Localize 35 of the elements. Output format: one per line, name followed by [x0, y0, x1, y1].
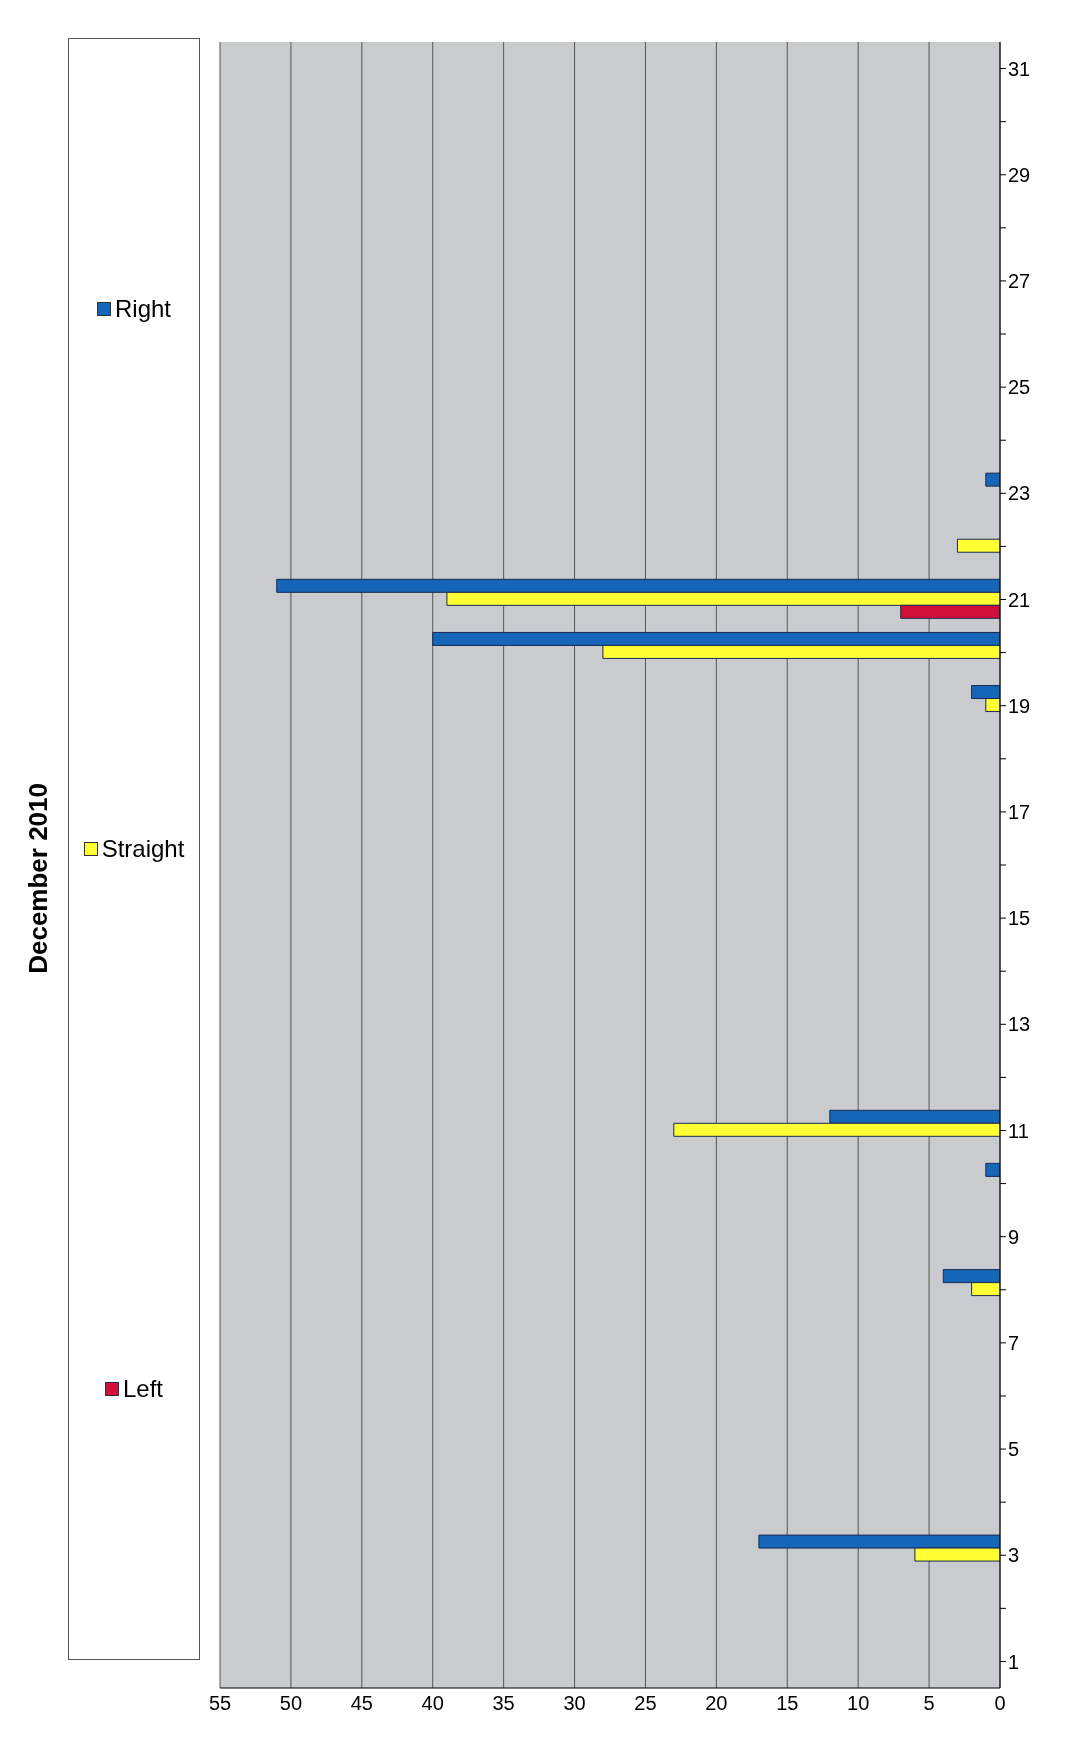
x-tick-label: 5	[923, 1692, 935, 1715]
legend-label: Straight	[101, 835, 185, 863]
y-tick-label: 29	[1008, 163, 1031, 186]
x-tick-label: 10	[847, 1692, 870, 1715]
y-tick-label: 1	[1008, 1650, 1020, 1673]
x-tick-label: 40	[421, 1692, 444, 1715]
x-tick-label: 30	[563, 1692, 586, 1715]
x-tick-label: 50	[279, 1692, 303, 1715]
y-tick-label: 19	[1008, 694, 1031, 717]
x-tick-label: 0	[994, 1692, 1006, 1715]
y-tick-label: 11	[1008, 1119, 1029, 1142]
x-tick-label: 20	[705, 1692, 728, 1715]
x-tick-label: 35	[492, 1692, 515, 1715]
x-tick-label: 55	[208, 1692, 232, 1715]
y-tick-label: 17	[1008, 801, 1031, 823]
y-tick-label: 15	[1008, 907, 1031, 930]
y-tick-label: 23	[1008, 482, 1031, 505]
x-tick-label: 25	[634, 1692, 657, 1715]
x-tick-label: 45	[350, 1692, 373, 1715]
y-tick-label: 25	[1008, 376, 1031, 399]
y-tick-label: 7	[1008, 1331, 1020, 1354]
x-tick-label: 15	[776, 1692, 799, 1715]
y-tick-label: 13	[1008, 1013, 1031, 1036]
y-tick-label: 27	[1008, 270, 1031, 293]
y-tick-label: 5	[1008, 1438, 1020, 1461]
bar	[985, 1162, 1000, 1177]
y-tick-label: 31	[1008, 57, 1031, 80]
y-tick-label: 9	[1008, 1225, 1020, 1248]
bar	[956, 538, 1000, 553]
y-tick-label: 21	[1008, 588, 1031, 611]
y-tick-label: 3	[1008, 1544, 1020, 1567]
legend-label: Right	[114, 295, 172, 323]
text: December 2010	[22, 782, 54, 974]
bar	[985, 472, 1000, 487]
legend-label: Left	[122, 1375, 164, 1403]
